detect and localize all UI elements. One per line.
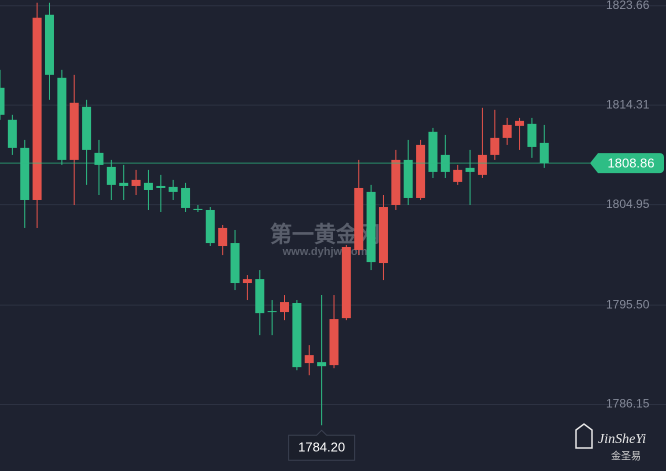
candle-body — [7, 119, 17, 148]
candle-body — [44, 14, 54, 75]
candle-body — [267, 311, 277, 313]
candle-body — [82, 106, 92, 150]
low-marker-box — [288, 429, 356, 461]
y-tick-label: 1814.31 — [606, 97, 650, 111]
low-marker-label: 1784.20 — [298, 440, 345, 455]
last-price-label: 1808.86 — [608, 156, 655, 171]
candle-body — [317, 362, 327, 367]
y-tick-label: 1795.50 — [606, 297, 650, 311]
candle-body — [341, 246, 351, 319]
candle-body — [304, 355, 314, 364]
candle-body — [490, 137, 500, 155]
candle-body — [242, 279, 252, 284]
candle-body — [143, 182, 153, 190]
candle-body — [391, 159, 401, 205]
candle-body — [403, 159, 413, 198]
candle-body — [0, 87, 5, 115]
candle-body — [106, 166, 116, 185]
watermark-title: 第一黄金网 — [270, 222, 380, 247]
candle-body — [168, 186, 178, 192]
y-tick-label: 1804.95 — [606, 197, 650, 211]
candle-body — [354, 187, 364, 250]
logo-icon — [575, 423, 593, 449]
last-price-tag — [590, 153, 664, 174]
logo-name: JinSheYi — [598, 432, 646, 447]
candle-body — [453, 169, 463, 182]
candle-body — [131, 179, 141, 186]
candle-body — [280, 302, 290, 313]
y-tick-label: 1786.15 — [606, 397, 650, 411]
y-tick-label: 1823.66 — [606, 0, 650, 12]
candle-body — [477, 154, 487, 175]
candle-body — [366, 191, 376, 263]
candle-body — [20, 147, 30, 200]
candle-body — [119, 182, 129, 186]
candle-body — [94, 152, 104, 165]
candle-body — [230, 243, 240, 284]
candle-body — [218, 227, 228, 247]
candle-body — [292, 303, 302, 368]
candle-body — [32, 17, 42, 200]
candle-body — [181, 187, 191, 208]
candle-body — [329, 319, 339, 366]
candle-body — [428, 131, 438, 172]
candle-body — [465, 167, 475, 172]
candle-body — [205, 209, 215, 244]
candle-body — [193, 208, 203, 210]
candle-body — [502, 124, 512, 138]
candle-body — [156, 185, 166, 188]
candle-body — [69, 102, 79, 160]
candle-body — [416, 144, 426, 198]
logo-subtitle: 金圣易 — [611, 450, 641, 463]
candle-body — [378, 207, 388, 264]
candle-body — [255, 279, 265, 314]
candle-body — [527, 123, 537, 147]
candle-body — [515, 120, 525, 126]
candle-body — [57, 77, 67, 160]
candle-body — [539, 142, 549, 164]
